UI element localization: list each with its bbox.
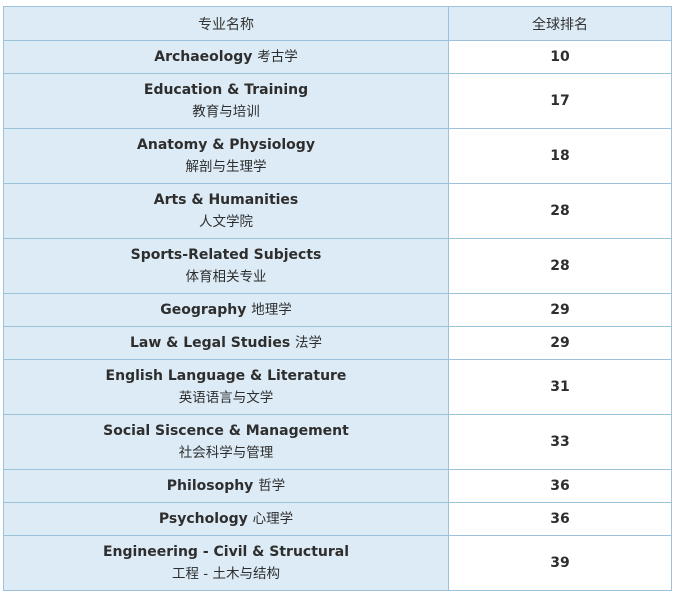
subject-name-cn: 人文学院 [199,214,253,230]
table-row: Arts & Humanities 人文学院 28 [3,183,672,239]
table-row: Sports-Related Subjects 体育相关专业 28 [3,238,672,294]
subject-name-en: Law & Legal Studies [129,335,291,351]
global-rank-cell: 36 [448,469,672,503]
subject-name-cn: 英语语言与文学 [178,390,274,406]
subject-name-en: Philosophy [166,478,254,494]
subject-name-cn: 教育与培训 [192,104,260,120]
rank-column-header: 全球排名 [448,6,672,41]
global-rank-cell: 29 [448,326,672,360]
subject-name-cn: 地理学 [251,302,292,318]
subject-name-cell: Arts & Humanities 人文学院 [3,183,449,239]
subject-name-en: Sports-Related Subjects [130,247,322,263]
subject-name-cn: 考古学 [257,49,298,65]
subject-name-cn: 体育相关专业 [185,269,267,285]
subject-name-en: English Language & Literature [105,368,347,384]
table-row: Education & Training 教育与培训 17 [3,73,672,129]
table-body: Archaeology 考古学 10 Education & Training 教育与… [3,40,672,591]
subject-name-cell: Archaeology 考古学 [3,40,449,74]
subject-name-en: Geography [160,302,247,318]
global-rank-cell: 36 [448,502,672,536]
subject-column-header: 专业名称 [3,6,449,41]
subject-ranking-table: 专业名称 全球排名 Archaeology 考古学 10 Education & T… [3,6,672,591]
subject-name-cn: 法学 [295,335,323,351]
subject-name-cell: Education & Training 教育与培训 [3,73,449,129]
subject-name-cell: Law & Legal Studies 法学 [3,326,449,360]
global-rank-cell: 28 [448,183,672,239]
subject-name-cell: Psychology 心理学 [3,502,449,536]
subject-name-cell: Sports-Related Subjects 体育相关专业 [3,238,449,294]
subject-name-en: Arts & Humanities [153,192,299,208]
subject-name-cell: Social Siscence & Management 社会科学与管理 [3,414,449,470]
header-row: 专业名称 全球排名 [3,6,672,41]
global-rank-cell: 39 [448,535,672,591]
subject-name-en: Education & Training [143,82,309,98]
subject-name-en: Anatomy & Physiology [137,137,315,153]
global-rank-cell: 28 [448,238,672,294]
global-rank-cell: 31 [448,359,672,415]
subject-name-cn: 心理学 [252,511,294,527]
subject-name-cn: 社会科学与管理 [178,445,274,461]
table-row: Engineering - Civil & Structural 工程 - 土木与… [3,535,672,591]
table-row: English Language & Literature 英语语言与文学 31 [3,359,672,415]
subject-name-en: Archaeology [154,49,253,65]
table-row: Psychology 心理学 36 [3,502,672,536]
subject-name-en: Social Siscence & Management [103,423,349,439]
global-rank-cell: 33 [448,414,672,470]
table-row: Geography 地理学 29 [3,293,672,327]
subject-name-cn: 解剖与生理学 [185,159,267,175]
subject-name-cn: 哲学 [258,478,286,494]
subject-name-cell: English Language & Literature 英语语言与文学 [3,359,449,415]
subject-name-cell: Geography 地理学 [3,293,449,327]
subject-name-cell: Philosophy 哲学 [3,469,449,503]
table-row: Anatomy & Physiology 解剖与生理学 18 [3,128,672,184]
subject-name-cell: Anatomy & Physiology 解剖与生理学 [3,128,449,184]
global-rank-cell: 17 [448,73,672,129]
subject-name-en: Engineering - Civil & Structural [102,544,350,560]
subject-name-en: Psychology [158,511,248,527]
table-row: Philosophy 哲学 36 [3,469,672,503]
table-row: Social Siscence & Management 社会科学与管理 33 [3,414,672,470]
subject-name-cn: 工程 - 土木与结构 [172,566,280,582]
global-rank-cell: 18 [448,128,672,184]
global-rank-cell: 10 [448,40,672,74]
subject-name-cell: Engineering - Civil & Structural 工程 - 土木与… [3,535,449,591]
table-row: Law & Legal Studies 法学 29 [3,326,672,360]
table-row: Archaeology 考古学 10 [3,40,672,74]
global-rank-cell: 29 [448,293,672,327]
